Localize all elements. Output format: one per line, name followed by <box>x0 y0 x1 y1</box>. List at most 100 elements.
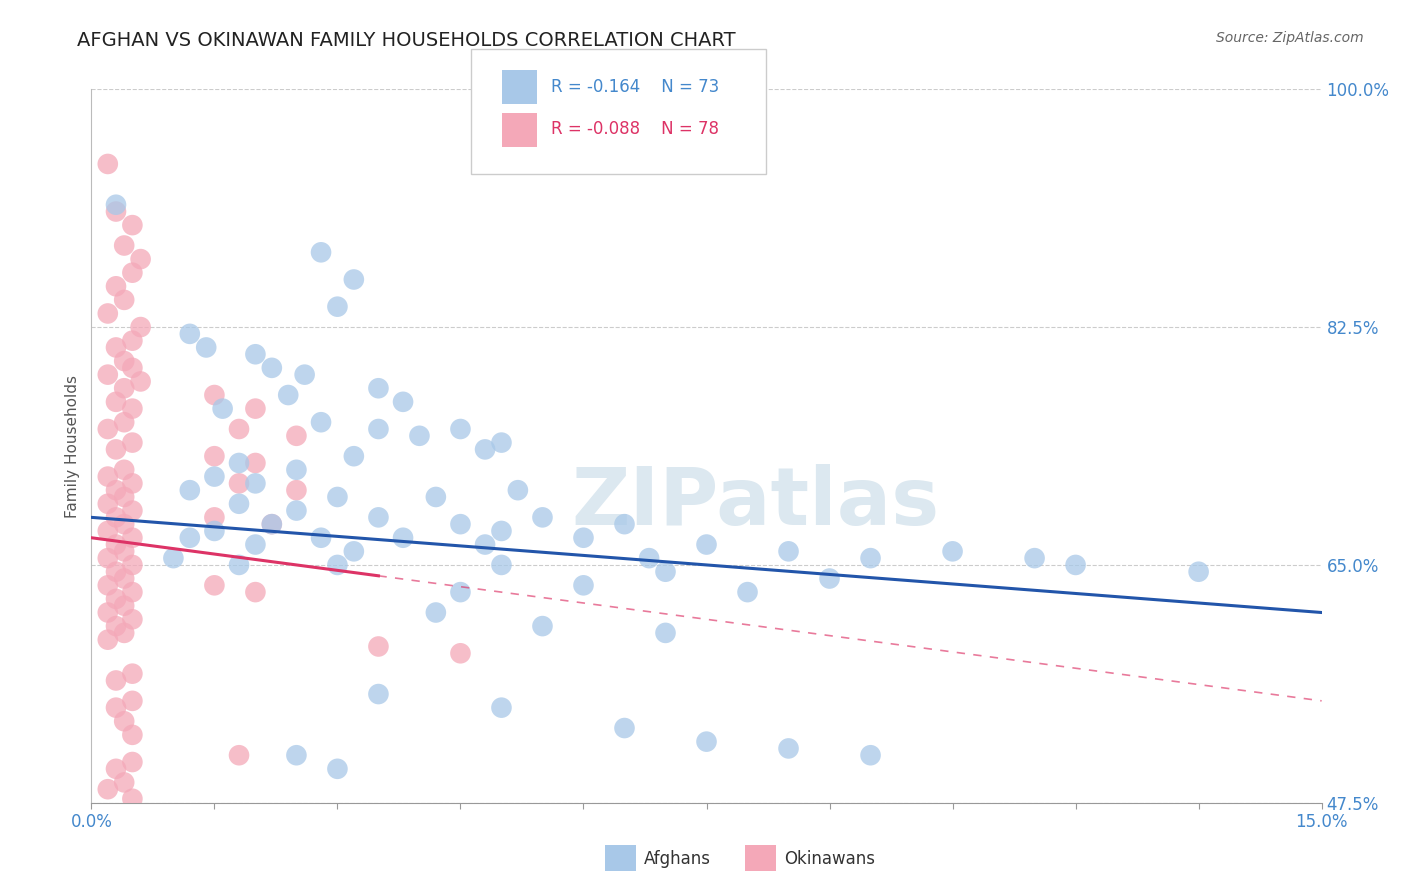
Point <box>613 517 636 532</box>
Point <box>326 300 349 314</box>
Point <box>112 572 135 586</box>
Point <box>121 476 143 491</box>
Point <box>695 537 717 551</box>
Point <box>367 381 389 395</box>
Point <box>179 326 201 341</box>
Y-axis label: Family Households: Family Households <box>65 375 80 517</box>
Point <box>112 544 135 558</box>
Point <box>285 429 308 443</box>
Point <box>572 531 595 545</box>
Point <box>112 775 135 789</box>
Point <box>408 429 430 443</box>
Point <box>449 517 471 532</box>
Point <box>179 483 201 498</box>
Point <box>121 612 143 626</box>
Point <box>162 551 184 566</box>
Point <box>859 551 882 566</box>
Point <box>392 394 415 409</box>
Point <box>97 606 120 620</box>
Point <box>367 422 389 436</box>
Point <box>392 531 415 545</box>
Point <box>202 469 225 483</box>
Point <box>97 422 120 436</box>
Point <box>294 368 316 382</box>
Point <box>1187 565 1209 579</box>
Point <box>343 272 366 286</box>
Point <box>425 490 447 504</box>
Point <box>245 401 267 416</box>
Point <box>326 762 349 776</box>
Point <box>112 381 135 395</box>
Text: Source: ZipAtlas.com: Source: ZipAtlas.com <box>1216 31 1364 45</box>
Point <box>97 469 120 483</box>
Point <box>343 544 366 558</box>
Point <box>121 360 143 375</box>
Point <box>121 435 143 450</box>
Point <box>859 748 882 763</box>
Point <box>112 354 135 368</box>
Point <box>105 279 127 293</box>
Point <box>129 320 152 334</box>
Point <box>97 157 120 171</box>
Point <box>654 565 676 579</box>
Point <box>613 721 636 735</box>
Point <box>202 449 225 463</box>
Point <box>97 632 120 647</box>
Point <box>572 578 595 592</box>
Point <box>121 334 143 348</box>
Point <box>941 544 963 558</box>
Point <box>105 619 127 633</box>
Point <box>202 578 225 592</box>
Text: R = -0.164    N = 73: R = -0.164 N = 73 <box>551 78 720 95</box>
Point <box>737 585 759 599</box>
Point <box>129 252 152 266</box>
Point <box>449 646 471 660</box>
Point <box>105 198 127 212</box>
Point <box>202 510 225 524</box>
Point <box>179 531 201 545</box>
Point <box>245 585 267 599</box>
Point <box>202 388 225 402</box>
Point <box>326 558 349 572</box>
Point <box>105 762 127 776</box>
Point <box>105 510 127 524</box>
Point <box>121 401 143 416</box>
Point <box>97 368 120 382</box>
Point <box>228 456 250 470</box>
Point <box>309 415 332 429</box>
Point <box>531 619 554 633</box>
Point <box>105 565 127 579</box>
Point <box>195 341 218 355</box>
Point <box>245 537 267 551</box>
Point <box>211 401 233 416</box>
Point <box>121 503 143 517</box>
Point <box>260 517 283 532</box>
Point <box>449 585 471 599</box>
Point <box>367 687 389 701</box>
Point <box>97 782 120 797</box>
Point <box>105 822 127 837</box>
Point <box>654 626 676 640</box>
Point <box>309 531 332 545</box>
Point <box>112 463 135 477</box>
Point <box>326 490 349 504</box>
Point <box>531 510 554 524</box>
Point <box>228 422 250 436</box>
Point <box>1024 551 1046 566</box>
Point <box>285 748 308 763</box>
Point <box>474 442 496 457</box>
Point <box>112 293 135 307</box>
Point <box>285 483 308 498</box>
Text: ZIPatlas: ZIPatlas <box>572 464 939 542</box>
Point <box>818 572 841 586</box>
Point <box>121 558 143 572</box>
Point <box>105 483 127 498</box>
Point <box>97 524 120 538</box>
Point <box>112 490 135 504</box>
Point <box>97 306 120 320</box>
Point <box>491 524 513 538</box>
Point <box>638 551 661 566</box>
Point <box>474 537 496 551</box>
Point <box>112 714 135 729</box>
Point <box>121 755 143 769</box>
